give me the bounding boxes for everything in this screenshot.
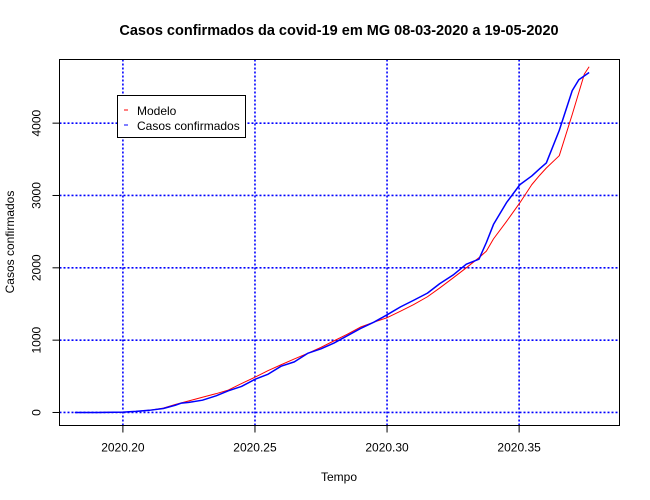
y-tick-label-0: 0 — [30, 409, 44, 416]
series-layer — [74, 66, 590, 414]
x-tick-label-1: 2020.25 — [233, 441, 277, 455]
x-axis: 2020.20 2020.25 2020.30 2020.35 — [101, 425, 541, 455]
y-tick-label-1: 1000 — [30, 326, 44, 353]
y-tick-label-3: 3000 — [30, 182, 44, 209]
y-axis-label: Casos confirmados — [3, 191, 17, 294]
legend-casos-label: Casos confirmados — [137, 119, 240, 133]
x-tick-label-2: 2020.30 — [365, 441, 409, 455]
y-tick-label-4: 4000 — [30, 109, 44, 136]
x-tick-label-3: 2020.35 — [497, 441, 541, 455]
legend-box — [117, 95, 246, 138]
y-axis: 0 1000 2000 3000 4000 — [30, 109, 60, 416]
legend-modelo-label: Modelo — [137, 104, 177, 118]
legend: Modelo Casos confirmados — [117, 95, 246, 138]
plot-frame — [59, 59, 620, 426]
x-axis-label: Tempo — [321, 470, 357, 484]
y-tick-label-2: 2000 — [30, 254, 44, 281]
series-line-casos-confirmados — [74, 71, 590, 414]
x-tick-label-0: 2020.20 — [101, 441, 145, 455]
chart-title: Casos confirmados da covid-19 em MG 08-0… — [119, 23, 558, 39]
